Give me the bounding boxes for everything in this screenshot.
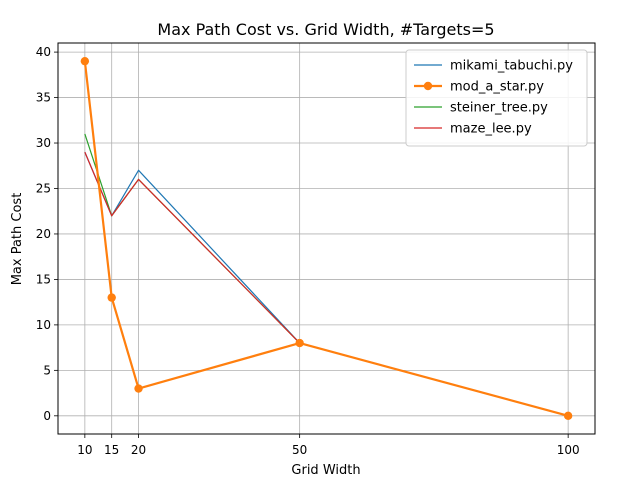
data-point-mod-a-star-py xyxy=(107,293,116,302)
y-tick-label: 40 xyxy=(36,45,51,59)
legend-label-steiner-tree-py: steiner_tree.py xyxy=(450,101,548,116)
y-tick-label: 15 xyxy=(36,272,51,286)
data-point-mod-a-star-py xyxy=(80,56,90,66)
x-tick-label: 100 xyxy=(557,443,580,457)
legend: mikami_tabuchi.py mod_a_star.py steiner_tr… xyxy=(405,49,588,147)
axis-ticks: 10 15 20 50 100 0 5 10 15 20 25 30 35 40 xyxy=(36,45,580,457)
data-point-mod-a-star-py xyxy=(295,338,304,348)
y-axis-title: Max Path Cost xyxy=(10,193,25,286)
legend-box xyxy=(405,49,588,147)
y-tick-label: 5 xyxy=(43,363,51,377)
series-layer xyxy=(80,56,573,421)
legend-label-mikami-tabuchi-py: mikami_tabuchi.py xyxy=(450,59,573,74)
grid xyxy=(58,43,595,434)
data-point-mod-a-star-py xyxy=(563,411,573,421)
chart-title: Max Path Cost vs. Grid Width, #Targets=5 xyxy=(157,20,494,39)
legend-marker-mod-a-star-py xyxy=(423,81,433,91)
legend-label-maze-lee-py: maze_lee.py xyxy=(450,122,532,137)
plot-area-frame xyxy=(57,42,596,435)
x-tick-label: 50 xyxy=(292,443,307,457)
x-tick-label: 20 xyxy=(131,443,146,457)
y-tick-label: 25 xyxy=(36,181,51,195)
legend-label-mod-a-star-py: mod_a_star.py xyxy=(450,80,544,95)
y-tick-label: 10 xyxy=(36,318,51,332)
data-point-mod-a-star-py xyxy=(134,384,143,393)
y-tick-label: 30 xyxy=(36,136,51,150)
y-tick-label: 20 xyxy=(36,227,51,241)
x-axis-title: Grid Width xyxy=(291,463,360,478)
x-tick-label: 15 xyxy=(104,443,119,457)
y-tick-label: 35 xyxy=(36,91,51,105)
y-tick-label: 0 xyxy=(43,409,51,423)
x-tick-label: 10 xyxy=(77,443,92,457)
